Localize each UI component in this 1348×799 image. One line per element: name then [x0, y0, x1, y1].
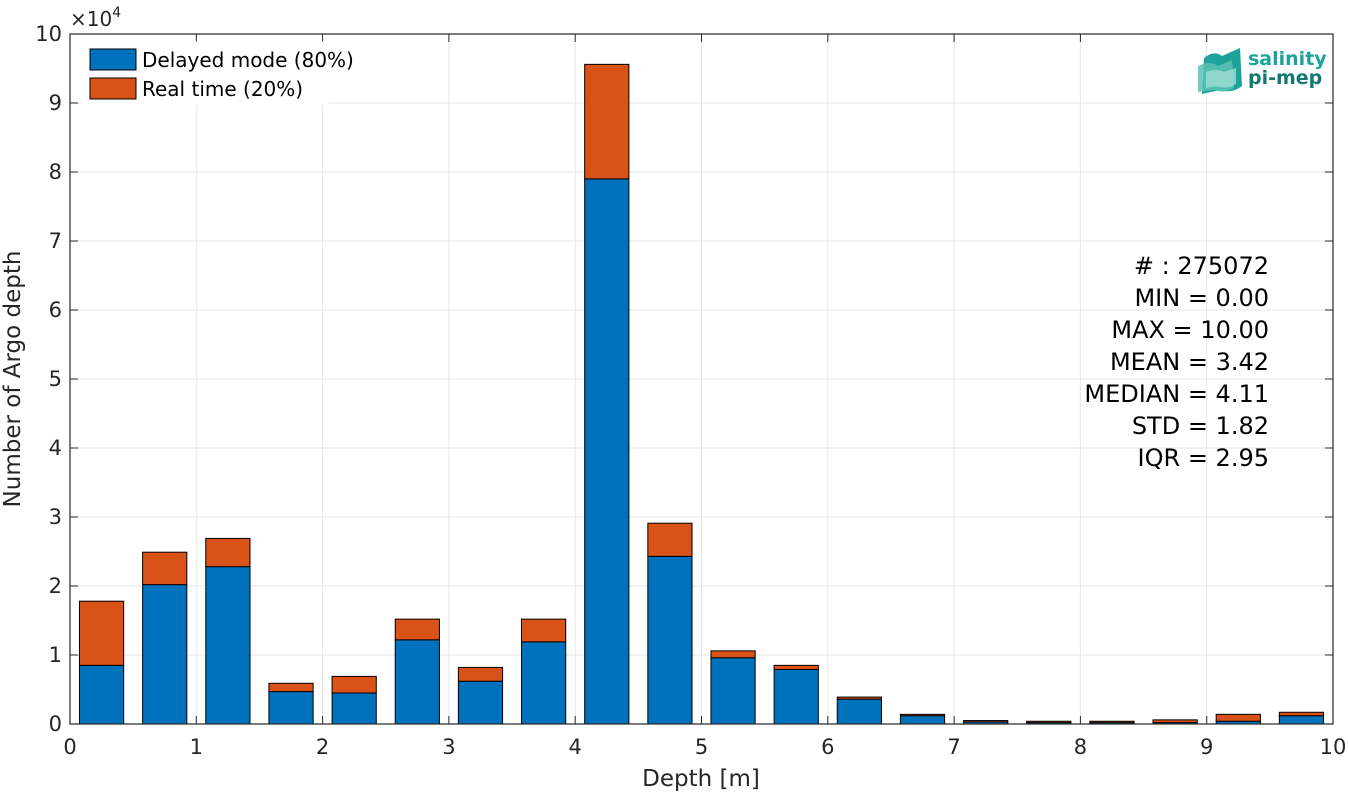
bar-real-time: [647, 522, 693, 557]
legend-swatch-realtime: [89, 77, 137, 100]
bar-real-time: [1089, 720, 1135, 724]
logo-text-pimep: pi-mep: [1248, 67, 1322, 89]
y-tick-label: 7: [49, 229, 62, 253]
y-tick-label: 10: [35, 22, 62, 46]
bar-real-time: [457, 666, 504, 682]
legend-label-delayed: Delayed mode (80%): [142, 48, 354, 72]
legend-label-realtime: Real time (20%): [142, 77, 303, 101]
x-tick-label: 9: [1200, 735, 1213, 759]
bar-real-time: [899, 713, 946, 717]
bar-delayed-mode: [773, 668, 819, 725]
grid-layer: [69, 33, 1334, 725]
stats-block: # : 275072 MIN = 0.00 MAX = 10.00 MEAN = 3.…: [1084, 252, 1269, 472]
y-tick-label: 6: [49, 298, 62, 322]
bar-delayed-mode: [521, 641, 567, 725]
x-tick-label: 8: [1074, 735, 1087, 759]
y-tick-label: 1: [49, 643, 62, 667]
salinity-pi-mep-logo: salinity pi-mep: [1198, 48, 1327, 94]
stats-line: MEAN = 3.42: [1110, 348, 1269, 376]
bar-real-time: [584, 63, 630, 180]
bar-delayed-mode: [205, 566, 251, 725]
bar-real-time: [773, 664, 819, 670]
bar-real-time: [1215, 713, 1261, 722]
y-axis-title: Number of Argo depth: [0, 251, 26, 508]
y-tick-label: 5: [49, 367, 62, 391]
bar-delayed-mode: [710, 657, 756, 725]
y-tick-label: 3: [49, 505, 62, 529]
bar-delayed-mode: [1278, 715, 1325, 725]
x-tick-label: 2: [316, 735, 329, 759]
x-tick-label: 1: [190, 735, 203, 759]
stats-line: MIN = 0.00: [1134, 284, 1269, 312]
bar-real-time: [394, 618, 440, 641]
y-tick-label: 4: [49, 436, 62, 460]
bar-delayed-mode: [457, 680, 504, 725]
bar-delayed-mode: [584, 178, 630, 725]
x-tick-label: 3: [442, 735, 455, 759]
stats-line: MEDIAN = 4.11: [1084, 380, 1269, 408]
stats-line: STD = 1.82: [1132, 412, 1269, 440]
bar-real-time: [331, 675, 377, 694]
legend: Delayed mode (80%) Real time (20%): [81, 41, 354, 105]
logo-text-salinity: salinity: [1248, 48, 1327, 70]
bar-real-time: [205, 537, 251, 568]
x-axis-title: Depth [m]: [642, 766, 760, 792]
y-tick-labels: 0 1 2 3 4 5 6 7 8 9 10: [35, 22, 62, 736]
y-tick-label: 2: [49, 574, 62, 598]
bar-real-time: [142, 551, 188, 586]
stats-line: MAX = 10.00: [1111, 316, 1269, 344]
bar-real-time: [710, 650, 756, 659]
bar-real-time: [268, 682, 314, 693]
x-tick-label: 5: [695, 735, 708, 759]
bar-delayed-mode: [331, 692, 377, 725]
bar-real-time: [1278, 711, 1325, 717]
bar-real-time: [1152, 719, 1198, 724]
ticks-layer: [69, 33, 1334, 725]
x-tick-label: 4: [569, 735, 582, 759]
bar-delayed-mode: [836, 698, 882, 725]
bar-real-time: [78, 600, 125, 666]
y-tick-label: 8: [49, 160, 62, 184]
y-tick-label: 9: [49, 91, 62, 115]
bar-delayed-mode: [647, 555, 693, 725]
x-tick-label: 0: [63, 735, 76, 759]
bar-real-time: [521, 618, 567, 643]
stats-line: # : 275072: [1134, 252, 1269, 280]
legend-swatch-delayed: [89, 48, 137, 71]
bar-real-time: [1026, 720, 1072, 724]
logo-wave-icon: [1198, 48, 1242, 94]
x-tick-label: 6: [821, 735, 834, 759]
x-tick-label: 7: [947, 735, 960, 759]
bar-delayed-mode: [142, 584, 188, 725]
bars-layer: [78, 63, 1325, 725]
bar-delayed-mode: [78, 664, 125, 725]
y-tick-label: 0: [49, 712, 62, 736]
bar-delayed-mode: [268, 691, 314, 725]
stats-line: IQR = 2.95: [1138, 444, 1269, 472]
x-tick-label: 10: [1320, 735, 1347, 759]
bar-real-time: [836, 696, 882, 700]
x-tick-labels: 0 1 2 3 4 5 6 7 8 9 10: [63, 735, 1346, 759]
bar-delayed-mode: [899, 715, 946, 725]
y-multiplier: ×104: [70, 5, 121, 31]
bar-real-time: [963, 720, 1009, 723]
bar-delayed-mode: [394, 639, 440, 725]
